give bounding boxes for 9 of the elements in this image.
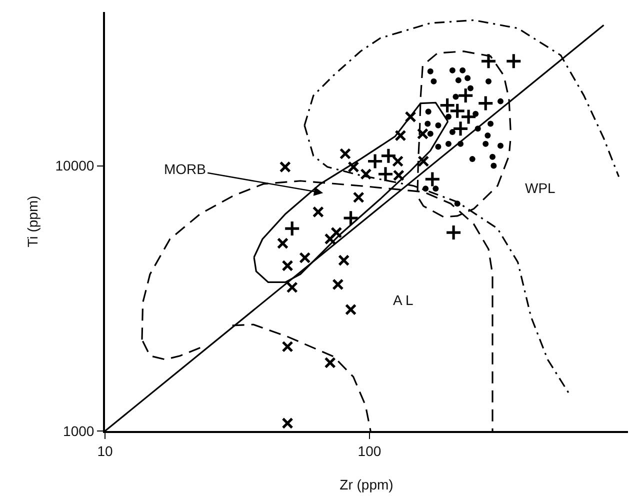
y-axis-title: Ti (ppm) [24, 196, 40, 248]
annotation: WPL [525, 180, 556, 196]
y-tick-label: 10000 [55, 158, 94, 174]
annotation: MORB [164, 161, 206, 177]
x-tick-label: 100 [358, 442, 382, 459]
x-axis-title: Zr (ppm) [340, 476, 394, 493]
annotation: A L [393, 292, 414, 308]
y-tick-label: 1000 [63, 422, 94, 439]
x-tick-label: 10 [97, 442, 113, 459]
